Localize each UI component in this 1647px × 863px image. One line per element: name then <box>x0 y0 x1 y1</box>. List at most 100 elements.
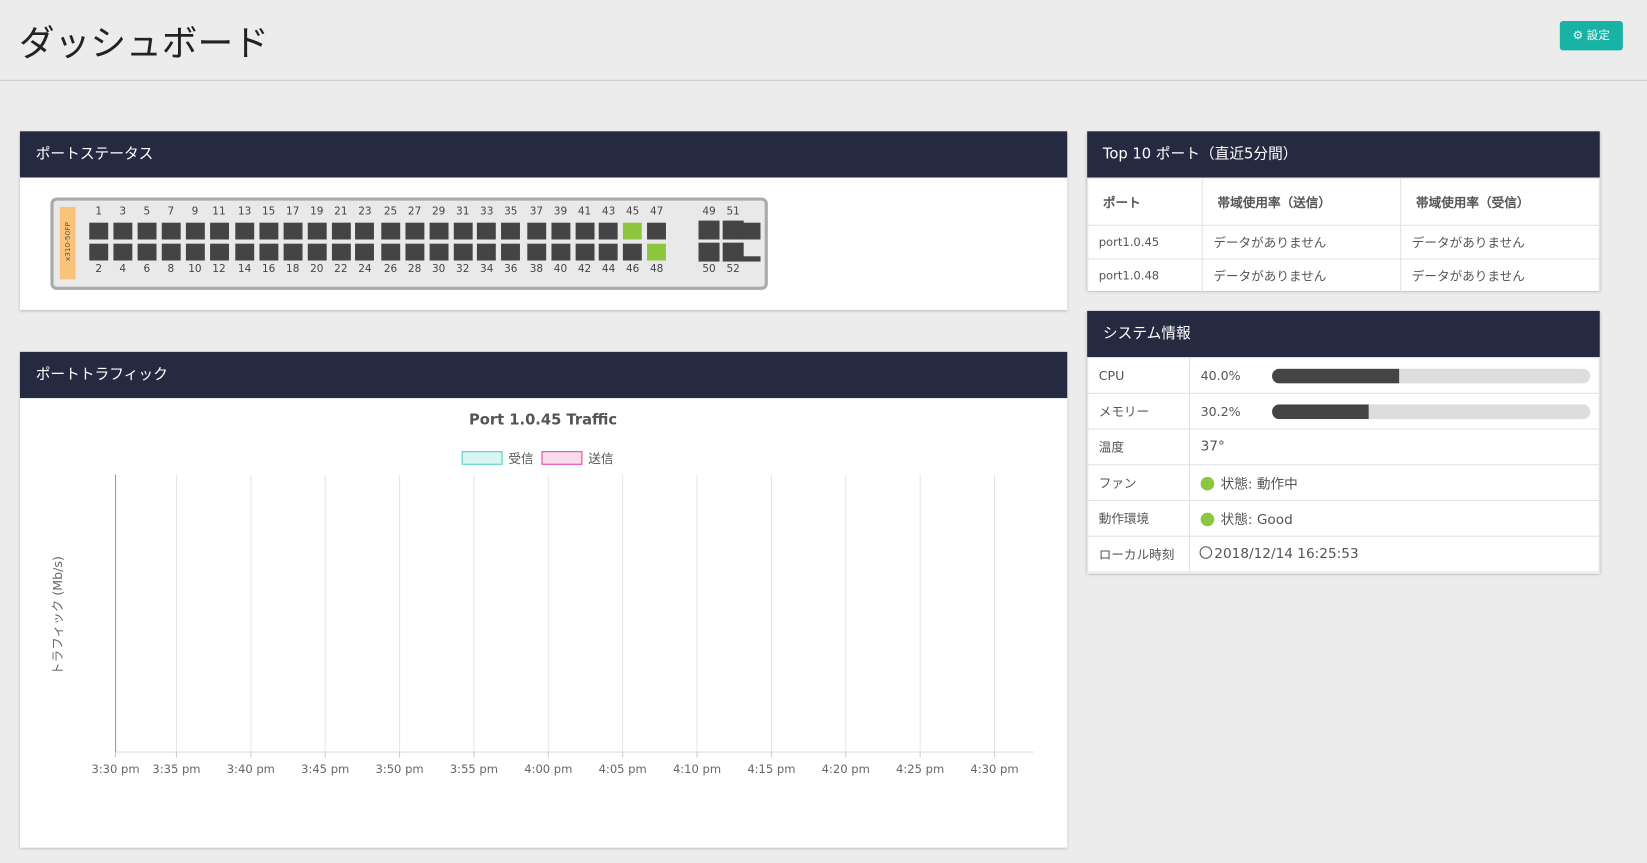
port <box>235 222 255 240</box>
port <box>501 243 521 261</box>
info-label: 動作環境 <box>1087 499 1191 537</box>
panel-title: Top 10 ポート（直近5分間） <box>1087 131 1600 178</box>
info-row: CPU 40.0% <box>1087 357 1600 394</box>
info-text: 状態: 動作中 <box>1220 476 1298 493</box>
port-number: 38 <box>529 263 544 276</box>
table-row: port1.0.45 データがありません データがありません <box>1087 224 1600 260</box>
top10-table: ポート 帯域使用率（送信） 帯域使用率（受信） port1.0.45 データがありません… <box>1087 177 1600 294</box>
usage-bar-track <box>1272 368 1591 384</box>
port-number: 25 <box>383 205 398 218</box>
switch: x310-50FP 1 3 5 7 9 11 13 15 17 19 21 23 25 27 29 31 33 3… <box>50 197 768 290</box>
port <box>209 243 229 261</box>
table-cell: データがありません <box>1400 224 1600 260</box>
info-value: 状態: 動作中 <box>1189 464 1600 502</box>
port <box>575 222 595 240</box>
info-label: 温度 <box>1087 428 1191 466</box>
percent-label: 40.0% <box>1200 368 1241 383</box>
port <box>526 222 546 240</box>
x-tick-label: 4:20 pm <box>822 762 870 776</box>
x-tick-label: 3:55 pm <box>450 762 498 776</box>
port <box>137 243 157 261</box>
port <box>722 242 744 262</box>
x-tick-label: 4:00 pm <box>524 762 572 776</box>
port <box>551 222 570 240</box>
port-number: 20 <box>310 263 324 276</box>
port-number: 42 <box>577 263 592 276</box>
port-number: 7 <box>167 205 175 218</box>
port-number: 30 <box>431 263 446 276</box>
port-number: 35 <box>504 205 518 218</box>
column-header: ポート <box>1087 177 1203 226</box>
usage-bar-track <box>1272 404 1591 420</box>
info-row: 動作環境 状態: Good <box>1087 499 1600 537</box>
status-icon <box>1200 476 1215 491</box>
usb-port <box>741 256 761 262</box>
port <box>405 243 425 261</box>
port-number: 31 <box>456 205 470 218</box>
port-number: 48 <box>650 263 664 276</box>
x-tick-label: 3:30 pm <box>91 762 139 776</box>
info-value: 2018/12/14 16:25:53 <box>1189 535 1600 573</box>
info-row: ファン 状態: 動作中 <box>1087 464 1600 502</box>
info-label: メモリー <box>1087 392 1191 430</box>
port-number: 24 <box>358 263 372 276</box>
system-table: CPU 40.0% メモリー 30.2% 温度 37° ファン 状態: 動作中 動作環境 状態: … <box>1087 357 1600 573</box>
port-number: 11 <box>212 205 226 218</box>
info-label: ローカル時刻 <box>1087 535 1191 573</box>
x-tick-label: 3:40 pm <box>227 762 275 776</box>
port <box>429 243 449 261</box>
port-number: 51 <box>726 205 740 218</box>
header-row: ポート 帯域使用率（送信） 帯域使用率（受信） <box>1087 177 1600 226</box>
port-number: 46 <box>625 263 640 276</box>
port <box>698 242 720 262</box>
port <box>429 222 449 240</box>
port-number: 52 <box>726 263 740 276</box>
port-number: 33 <box>480 205 494 218</box>
info-row: メモリー 30.2% <box>1087 392 1600 430</box>
port <box>575 243 595 261</box>
port-number: 19 <box>310 205 324 218</box>
legend-swatch <box>541 451 583 465</box>
header: ダッシュボード ⚙ 設定 <box>0 0 1647 81</box>
info-value: 状態: Good <box>1189 499 1600 537</box>
port <box>113 222 133 240</box>
port-number: 47 <box>650 205 664 218</box>
port <box>161 222 181 240</box>
table-cell: データがありません <box>1201 224 1402 260</box>
port-number: 16 <box>261 263 276 276</box>
port <box>647 243 667 261</box>
port <box>355 222 375 240</box>
port-number: 34 <box>480 263 494 276</box>
console-port <box>741 222 761 240</box>
port <box>477 243 497 261</box>
usage-bar <box>1272 368 1400 384</box>
port <box>551 243 570 261</box>
settings-label[interactable]: 設定 <box>1586 28 1610 43</box>
port <box>405 222 425 240</box>
port-number: 14 <box>237 263 252 276</box>
port <box>113 243 133 261</box>
model-label: x310-50FP <box>63 222 72 262</box>
settings-button[interactable]: ⚙ 設定 <box>1559 21 1623 51</box>
port-number: 43 <box>601 205 616 218</box>
panel-title: システム情報 <box>1087 310 1600 358</box>
port-number: 27 <box>407 205 422 218</box>
port <box>599 222 619 240</box>
port <box>647 222 667 240</box>
port <box>453 243 473 261</box>
port <box>89 222 109 240</box>
port <box>599 243 619 261</box>
x-tick-label: 3:50 pm <box>375 762 423 776</box>
port <box>381 222 400 240</box>
x-tick-label: 4:30 pm <box>970 762 1018 776</box>
legend-swatch <box>461 451 503 465</box>
port-number: 44 <box>601 263 616 276</box>
port <box>526 243 546 261</box>
port <box>185 243 205 261</box>
port-number: 5 <box>143 205 151 218</box>
info-label: ファン <box>1087 464 1191 502</box>
y-axis-label: トラフィック (Mb/s) <box>50 556 65 675</box>
info-text: 2018/12/14 16:25:53 <box>1214 546 1359 562</box>
port <box>283 243 303 261</box>
page-title: ダッシュボード <box>18 23 269 66</box>
